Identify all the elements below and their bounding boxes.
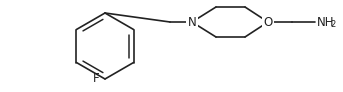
Text: 2: 2 bbox=[330, 20, 335, 29]
Text: N: N bbox=[188, 15, 197, 29]
Text: F: F bbox=[93, 72, 100, 85]
Text: NH: NH bbox=[317, 15, 334, 29]
Text: O: O bbox=[263, 15, 273, 29]
